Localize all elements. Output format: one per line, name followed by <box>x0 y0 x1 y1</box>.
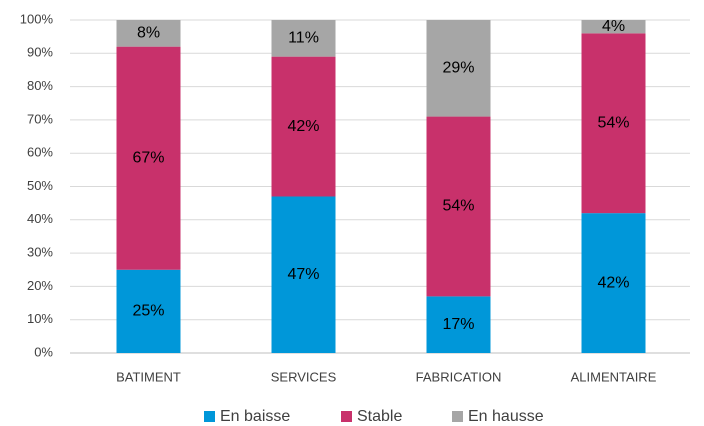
data-label: 67% <box>132 149 164 166</box>
y-tick-label: 70% <box>27 111 53 126</box>
y-tick-label: 0% <box>34 344 53 359</box>
x-tick-label: ALIMENTAIRE <box>571 369 657 384</box>
data-label: 54% <box>442 198 474 215</box>
data-label: 29% <box>442 60 474 77</box>
bar-segment <box>426 20 491 117</box>
data-label: 25% <box>132 303 164 320</box>
bar-segment <box>581 213 646 353</box>
legend-label: En baisse <box>220 408 290 425</box>
data-label: 4% <box>602 18 625 35</box>
x-tick-label: SERVICES <box>271 369 337 384</box>
data-label: 8% <box>137 25 160 42</box>
bar-segment <box>271 56 336 197</box>
bar-segment <box>581 33 646 214</box>
bar-segment <box>426 116 491 297</box>
x-tick-label: FABRICATION <box>416 369 502 384</box>
data-label: 42% <box>287 118 319 135</box>
bar-segment <box>116 46 181 270</box>
y-tick-label: 100% <box>20 11 54 26</box>
data-label: 47% <box>287 266 319 283</box>
y-tick-label: 60% <box>27 145 53 160</box>
bar-segment <box>581 20 646 34</box>
y-tick-label: 80% <box>27 78 53 93</box>
y-tick-label: 40% <box>27 211 53 226</box>
y-tick-label: 50% <box>27 178 53 193</box>
legend-swatch <box>452 411 463 422</box>
data-label: 17% <box>442 316 474 333</box>
data-label: 11% <box>288 30 319 47</box>
legend-swatch <box>341 411 352 422</box>
legend-label: Stable <box>357 408 402 425</box>
x-tick-label: BATIMENT <box>116 369 181 384</box>
bar-segment <box>116 20 181 47</box>
data-label: 54% <box>597 114 629 131</box>
data-label: 42% <box>597 274 629 291</box>
legend-label: En hausse <box>468 408 544 425</box>
bar-segment <box>271 20 336 57</box>
y-tick-label: 20% <box>27 278 53 293</box>
legend-swatch <box>204 411 215 422</box>
bar-segment <box>116 269 181 353</box>
y-tick-label: 30% <box>27 245 53 260</box>
bar-segment <box>271 196 336 353</box>
y-tick-label: 10% <box>27 311 53 326</box>
y-tick-label: 90% <box>27 45 53 60</box>
bar-segment <box>426 296 491 353</box>
